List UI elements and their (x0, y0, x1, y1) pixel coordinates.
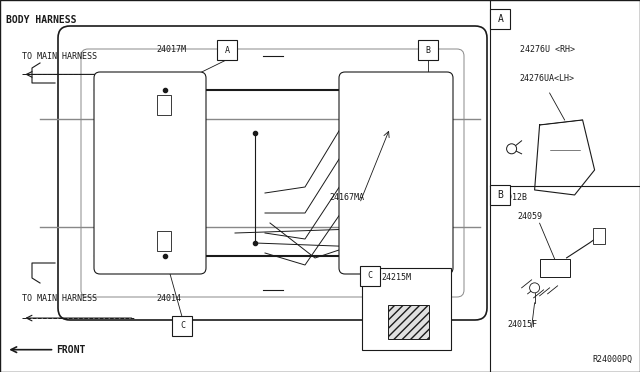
Bar (157, 231, 171, 251)
FancyBboxPatch shape (339, 72, 453, 274)
Bar (490, 9, 511, 29)
Text: BODY HARNESS: BODY HARNESS (6, 15, 77, 25)
FancyBboxPatch shape (58, 26, 487, 320)
Text: FRONT: FRONT (56, 345, 86, 355)
Text: TO MAIN HARNESS: TO MAIN HARNESS (22, 52, 97, 61)
Text: R24000PQ: R24000PQ (592, 355, 632, 364)
Bar (157, 95, 171, 115)
Text: 24014: 24014 (157, 294, 182, 303)
FancyBboxPatch shape (94, 72, 206, 274)
Text: A: A (225, 46, 230, 55)
Text: C: C (180, 321, 185, 330)
Circle shape (507, 144, 516, 154)
FancyBboxPatch shape (388, 305, 429, 339)
Bar (360, 266, 380, 286)
Text: C: C (367, 271, 372, 280)
Text: B: B (425, 46, 430, 55)
Circle shape (530, 283, 540, 293)
Bar (417, 40, 438, 60)
Bar (593, 228, 605, 244)
Text: 24059: 24059 (518, 212, 543, 221)
Text: 24215M: 24215M (381, 273, 412, 282)
Text: 24167MA: 24167MA (330, 193, 365, 202)
Text: 24012B: 24012B (498, 193, 527, 202)
Text: 24015F: 24015F (508, 320, 538, 329)
Text: TO MAIN HARNESS: TO MAIN HARNESS (22, 294, 97, 303)
Text: A: A (497, 14, 504, 23)
Text: B: B (497, 190, 504, 200)
Bar (540, 259, 570, 277)
FancyBboxPatch shape (81, 49, 464, 297)
Text: 24276U <RH>: 24276U <RH> (520, 45, 575, 54)
Text: 24276UA<LH>: 24276UA<LH> (520, 74, 575, 83)
Bar (362, 268, 451, 350)
Text: 24017M: 24017M (157, 45, 187, 54)
Bar (490, 185, 511, 205)
Bar (172, 315, 193, 336)
Bar (217, 40, 237, 60)
